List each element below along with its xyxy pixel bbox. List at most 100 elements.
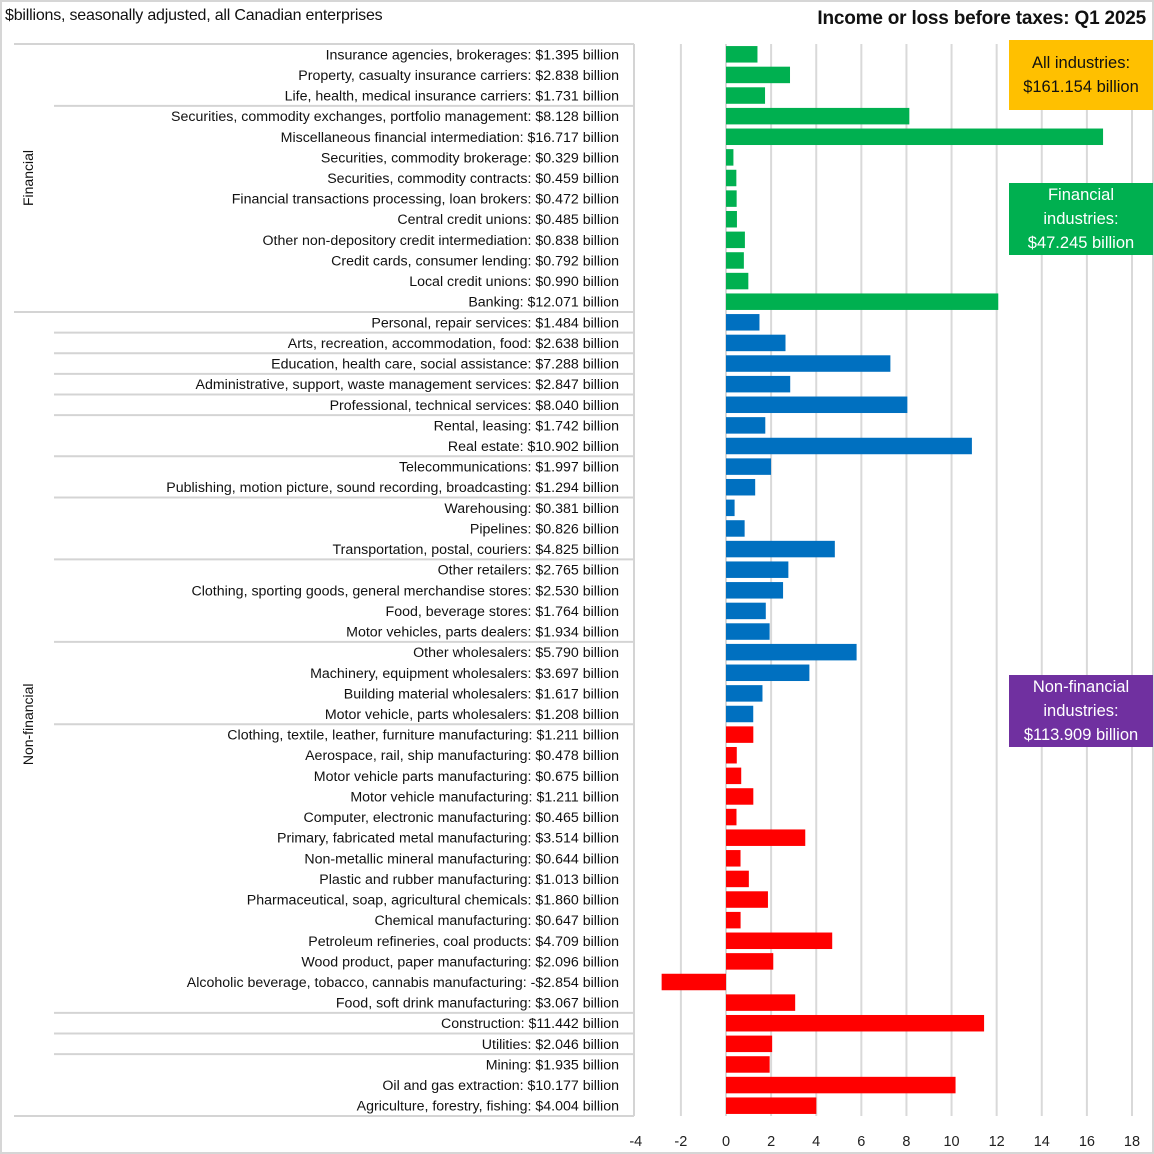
financial-annotation-line1: Financial [1047, 186, 1115, 204]
category-label: Food, soft drink manufacturing: $3.067 b… [336, 996, 619, 1012]
category-name: Other non-depository credit intermediati… [263, 233, 536, 249]
value-label: $0.792 billion [535, 253, 619, 269]
category-name: Other retailers: [438, 563, 536, 579]
value-label: $4.825 billion [535, 542, 619, 558]
value-label: $2.847 billion [535, 377, 619, 393]
bar [726, 252, 744, 269]
category-name: Motor vehicle, parts wholesalers: [325, 707, 536, 723]
value-label: $2.838 billion [535, 68, 619, 84]
category-name: Other wholesalers: [413, 645, 535, 661]
category-name: Construction: [441, 1016, 529, 1032]
category-label: Pipelines: $0.826 billion [470, 521, 619, 537]
bar [726, 582, 784, 599]
category-label: Petroleum refineries, coal products: $4.… [308, 934, 619, 950]
category-name: Motor vehicle parts manufacturing: [314, 769, 536, 785]
bar [726, 1097, 817, 1114]
category-name: Mining: [486, 1057, 536, 1073]
category-label: Securities, commodity contracts: $0.459 … [327, 171, 619, 187]
all-industries-annotation-line2: $161.154 billion [1023, 78, 1139, 96]
value-label: $4.709 billion [535, 934, 619, 950]
value-label: $1.997 billion [535, 460, 619, 476]
category-label: Building material wholesalers: $1.617 bi… [344, 686, 619, 702]
category-name: Primary, fabricated metal manufacturing: [277, 831, 535, 847]
x-tick-label: 18 [1124, 1134, 1140, 1150]
category-label: Agriculture, forestry, fishing: $4.004 b… [357, 1099, 619, 1115]
category-label: Construction: $11.442 billion [441, 1016, 619, 1032]
value-label: $0.478 billion [535, 748, 619, 764]
value-label: $0.990 billion [535, 274, 619, 290]
category-label: Telecommunications: $1.997 billion [399, 460, 619, 476]
category-label: Motor vehicle manufacturing: $1.211 bill… [350, 789, 619, 805]
bar [726, 478, 756, 496]
category-name: Securities, commodity exchanges, portfol… [171, 109, 535, 125]
value-label: $12.071 billion [527, 295, 619, 311]
value-label: $3.067 billion [535, 996, 619, 1012]
bar [726, 149, 734, 166]
category-name: Agriculture, forestry, fishing: [357, 1099, 536, 1115]
category-name: Non-metallic mineral manufacturing: [304, 851, 535, 867]
bar [726, 685, 763, 702]
bar [726, 788, 754, 805]
bar [726, 210, 737, 228]
value-label: $1.934 billion [535, 625, 619, 641]
value-label: $0.647 billion [535, 913, 619, 929]
value-label: $16.717 billion [527, 130, 619, 146]
bar [726, 314, 760, 331]
bar [726, 417, 766, 434]
value-label: $2.046 billion [535, 1037, 619, 1053]
category-label: Aerospace, rail, ship manufacturing: $0.… [305, 748, 619, 764]
all-industries-annotation: All industries: $161.154 billion [1009, 40, 1153, 110]
value-label: $2.096 billion [535, 954, 619, 970]
value-label: $1.484 billion [535, 315, 619, 331]
category-label: Food, beverage stores: $1.764 billion [386, 604, 619, 620]
bar [726, 767, 742, 785]
category-label: Banking: $12.071 billion [468, 295, 619, 311]
bar [726, 231, 745, 249]
category-name: Personal, repair services: [371, 315, 535, 331]
category-name: Warehousing: [444, 501, 535, 517]
value-label: $7.288 billion [535, 357, 619, 373]
financial-annotation-line3: $47.245 billion [1027, 234, 1135, 252]
bar [726, 499, 735, 517]
bar [726, 334, 786, 352]
category-name: Petroleum refineries, coal products: [308, 934, 535, 950]
bar [726, 829, 806, 846]
bar [726, 602, 766, 620]
value-label: $1.013 billion [535, 872, 619, 888]
category-table [14, 43, 635, 1117]
value-label: $2.530 billion [535, 583, 619, 599]
value-label: $3.697 billion [535, 666, 619, 682]
chart-title: Income or loss before taxes: Q1 2025 [817, 8, 1146, 29]
value-label: $0.644 billion [535, 851, 619, 867]
category-name: Motor vehicles, parts dealers: [346, 625, 535, 641]
category-label: Clothing, sporting goods, general mercha… [192, 583, 619, 599]
x-tick-label: -4 [629, 1134, 642, 1150]
value-label: $0.459 billion [535, 171, 619, 187]
value-label: $5.790 billion [535, 645, 619, 661]
category-label: Oil and gas extraction: $10.177 billion [382, 1078, 619, 1094]
non-financial-annotation-line2: industries: [1043, 702, 1119, 720]
non-financial-annotation-line1: Non-financial [1032, 678, 1130, 696]
value-label: $1.208 billion [535, 707, 619, 723]
bar [726, 891, 768, 908]
category-label: Securities, commodity brokerage: $0.329 … [321, 150, 619, 166]
category-name: Credit cards, consumer lending: [331, 253, 535, 269]
category-label: Primary, fabricated metal manufacturing:… [277, 831, 619, 847]
value-label: $1.395 billion [535, 47, 619, 63]
category-label: Arts, recreation, accommodation, food: $… [288, 336, 619, 352]
value-label: $1.731 billion [535, 89, 619, 105]
bar [726, 623, 770, 640]
category-label: Other retailers: $2.765 billion [438, 563, 619, 579]
value-label: $0.472 billion [535, 192, 619, 208]
category-name: Banking: [468, 295, 527, 311]
category-name: Clothing, sporting goods, general mercha… [192, 583, 536, 599]
bar [726, 87, 766, 104]
category-label: Motor vehicle parts manufacturing: $0.67… [314, 769, 619, 785]
all-industries-annotation-line1: All industries: [1031, 54, 1131, 72]
category-label: Alcoholic beverage, tobacco, cannabis ma… [187, 975, 619, 991]
bar [726, 1014, 985, 1032]
value-label: $0.465 billion [535, 810, 619, 826]
bar [661, 973, 726, 991]
category-label: Insurance agencies, brokerages: $1.395 b… [326, 47, 619, 63]
